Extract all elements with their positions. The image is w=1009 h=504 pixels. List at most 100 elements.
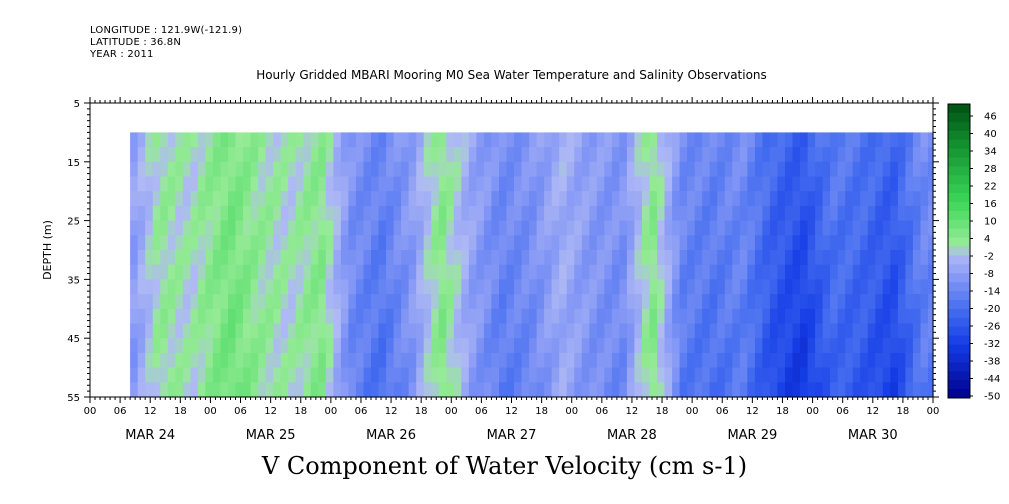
heatmap-cell (318, 308, 327, 325)
heatmap-cell (739, 250, 748, 266)
heatmap-cell (340, 161, 349, 178)
heatmap-cell (596, 132, 605, 148)
heatmap-cell (664, 176, 673, 192)
x-tick-label: 00 (84, 406, 97, 417)
heatmap-cell (762, 220, 771, 236)
x-ticks: 00 06 12 18 00 06 12 18 00 06 12 18 00 06 12 18 00 06 12 18… (84, 97, 939, 443)
heatmap-cell (333, 264, 342, 280)
heatmap-cell (551, 220, 560, 236)
heatmap-cell (483, 294, 492, 310)
heatmap-cell (303, 294, 312, 310)
heatmap-cell (589, 205, 598, 222)
x-tick-label: 00 (445, 406, 458, 417)
heatmap-cell (687, 132, 696, 148)
colorbar-swatch (948, 121, 970, 132)
heatmap-cell (589, 220, 598, 236)
heatmap-cell (694, 220, 703, 236)
heatmap-cell (769, 279, 778, 295)
heatmap-cell (228, 250, 237, 266)
heatmap-cell (468, 352, 477, 369)
heatmap-cell (589, 176, 598, 192)
heatmap-cell (483, 367, 492, 383)
heatmap-cell (182, 250, 191, 266)
x-date-label: MAR 27 (487, 428, 537, 443)
heatmap-cell (754, 294, 763, 310)
heatmap-cell (852, 132, 861, 148)
heatmap-cell (882, 161, 891, 178)
heatmap-cell (860, 382, 869, 398)
heatmap-cell (928, 264, 934, 280)
heatmap-cell (529, 367, 538, 383)
heatmap-cell (160, 308, 169, 325)
heatmap-cell (438, 367, 447, 383)
heatmap-cell (702, 264, 711, 280)
heatmap-cell (912, 264, 921, 280)
heatmap-cell (566, 382, 575, 398)
heatmap-cell (130, 235, 139, 251)
heatmap-cell (363, 220, 372, 236)
heatmap-cell (822, 308, 831, 325)
heatmap-cell (777, 235, 786, 251)
heatmap-cell (386, 235, 395, 251)
heatmap-cell (145, 132, 154, 148)
heatmap-cell (762, 367, 771, 383)
x-tick-label: 00 (204, 406, 217, 417)
heatmap-cell (589, 132, 598, 148)
heatmap-cell (408, 367, 417, 383)
heatmap-cell (657, 367, 666, 383)
heatmap-cell (837, 338, 846, 354)
heatmap-cell (197, 147, 206, 163)
heatmap-cell (130, 279, 139, 295)
heatmap-cell (626, 323, 635, 339)
heatmap-cell (769, 235, 778, 251)
heatmap-cell (416, 176, 425, 192)
heatmap-cell (589, 191, 598, 207)
heatmap-cell (423, 308, 432, 325)
heatmap-cell (408, 176, 417, 192)
heatmap-cell (333, 308, 342, 325)
heatmap-cell (393, 250, 402, 266)
heatmap-cell (167, 235, 176, 251)
heatmap-cell (499, 323, 508, 339)
heatmap-cell (882, 205, 891, 222)
y-tick-label: 45 (67, 334, 80, 345)
heatmap-cell (619, 323, 628, 339)
heatmap-cell (596, 367, 605, 383)
heatmap-cell (642, 264, 651, 280)
heatmap-cell (333, 352, 342, 369)
heatmap-cell (220, 191, 229, 207)
heatmap-cell (860, 205, 869, 222)
heatmap-cell (852, 352, 861, 369)
heatmap-cell (288, 250, 297, 266)
heatmap-cell (228, 161, 237, 178)
heatmap-cell (438, 191, 447, 207)
heatmap-cell (867, 279, 876, 295)
heatmap-cell (709, 279, 718, 295)
heatmap-cell (468, 338, 477, 354)
heatmap-cell (777, 147, 786, 163)
heatmap-cell (363, 191, 372, 207)
heatmap-cell (928, 308, 934, 325)
heatmap-cell (649, 308, 658, 325)
heatmap-cell (521, 323, 530, 339)
heatmap-cell (807, 279, 816, 295)
heatmap-cell (235, 323, 244, 339)
heatmap-cell (152, 161, 161, 178)
heatmap-cell (672, 279, 681, 295)
heatmap-cell (536, 205, 545, 222)
heatmap-cell (852, 294, 861, 310)
heatmap-cell (566, 176, 575, 192)
heatmap-cell (514, 294, 523, 310)
heatmap-cell (145, 367, 154, 383)
heatmap-cell (499, 250, 508, 266)
heatmap-cell (325, 308, 334, 325)
x-tick-label: 06 (475, 406, 488, 417)
heatmap-cell (295, 382, 304, 398)
heatmap-cell (160, 147, 169, 163)
heatmap-cell (152, 367, 161, 383)
x-tick-label: 00 (324, 406, 337, 417)
heatmap-cell (325, 264, 334, 280)
heatmap-cell (243, 338, 252, 354)
heatmap-cell (687, 250, 696, 266)
x-tick-label: 06 (355, 406, 368, 417)
